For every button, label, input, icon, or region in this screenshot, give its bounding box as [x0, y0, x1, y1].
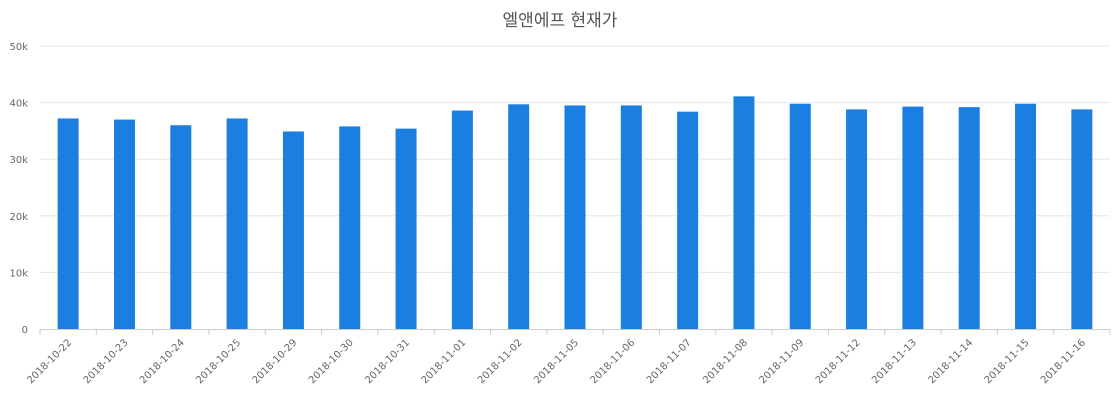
bar [620, 105, 642, 330]
x-tick-label: 2018-11-14 [926, 337, 975, 386]
y-tick-label: 20k [9, 212, 28, 223]
bar [282, 131, 304, 329]
bar [958, 107, 980, 330]
x-tick-label: 2018-11-07 [645, 337, 694, 386]
x-tick-label: 2018-10-31 [363, 337, 412, 386]
bar [226, 118, 248, 329]
bar [733, 96, 755, 330]
y-tick-labels: 0 10k 20k 30k 40k 50k [9, 42, 28, 336]
bar [902, 106, 924, 329]
x-tick-label: 2018-11-12 [814, 337, 863, 386]
chart-title: 엘앤에프 현재가 [502, 11, 618, 31]
bar-layer [57, 96, 1093, 330]
bar [170, 125, 192, 330]
bar [339, 126, 361, 329]
x-tick-label: 2018-11-16 [1039, 337, 1088, 386]
x-tick-label: 2018-11-09 [758, 337, 807, 386]
x-tick-label: 2018-11-02 [476, 337, 525, 386]
x-tick-label: 2018-11-06 [589, 337, 638, 386]
x-tick-label: 2018-11-01 [420, 337, 469, 386]
x-tick-labels: 2018-10-22 2018-10-23 2018-10-24 2018-10-25… [25, 337, 1088, 386]
x-tick-label: 2018-10-30 [307, 337, 356, 386]
bar [451, 110, 473, 329]
bar [1071, 109, 1093, 329]
y-tick-label: 0 [22, 325, 28, 336]
x-tick-label: 2018-11-08 [701, 337, 750, 386]
bar [395, 128, 417, 329]
y-tick-label: 50k [9, 42, 28, 53]
x-tick-label: 2018-10-29 [251, 337, 300, 386]
bar [846, 109, 868, 329]
bar [789, 103, 811, 330]
axis-layer [39, 329, 1111, 335]
x-tick-label: 2018-10-23 [82, 337, 131, 386]
x-tick-label: 2018-11-05 [532, 337, 581, 386]
x-tick-label: 2018-10-25 [194, 337, 243, 386]
bar [508, 104, 530, 329]
y-tick-label: 10k [9, 268, 28, 279]
y-tick-label: 40k [9, 99, 28, 110]
bar [57, 118, 79, 329]
x-tick-label: 2018-11-13 [870, 337, 919, 386]
x-tick-label: 2018-11-15 [983, 337, 1032, 386]
bar [1015, 103, 1037, 330]
bar [564, 105, 586, 330]
x-tick-label: 2018-10-24 [138, 337, 187, 386]
x-tick-label: 2018-10-22 [25, 337, 74, 386]
bar [677, 111, 699, 329]
bar [113, 119, 135, 329]
y-tick-label: 30k [9, 155, 28, 166]
